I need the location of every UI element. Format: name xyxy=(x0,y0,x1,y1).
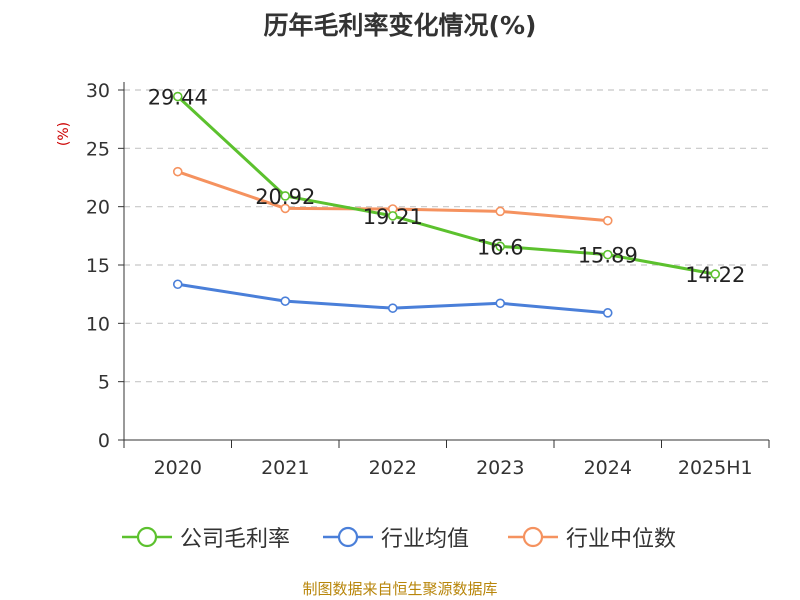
x-tick-label: 2025H1 xyxy=(678,457,753,479)
axes: 0 5 10 15 20 25 30 2020 2021 2022 2023 2024 2025H1 xyxy=(86,80,770,479)
y-tick-label: 25 xyxy=(86,138,110,160)
data-point xyxy=(495,298,506,309)
data-point xyxy=(280,296,291,306)
y-tick-label: 20 xyxy=(86,197,110,219)
legend-label: 公司毛利率 xyxy=(180,527,291,552)
data-point xyxy=(172,166,183,177)
data-point xyxy=(387,303,398,313)
data-point xyxy=(280,203,291,214)
data-label: 19.21 xyxy=(363,205,423,229)
data-point xyxy=(172,279,183,290)
data-point xyxy=(280,191,291,201)
series-line xyxy=(176,95,716,276)
data-label: 14.22 xyxy=(685,263,745,287)
legend-item[interactable]: 行业均值 xyxy=(323,520,469,554)
y-tick-label: 15 xyxy=(86,255,110,277)
data-point xyxy=(710,269,721,279)
data-point xyxy=(602,308,613,318)
legend-swatch-icon xyxy=(508,526,558,548)
data-point xyxy=(387,211,398,221)
line-chart: 0 5 10 15 20 25 30 2020 2021 2022 2023 2024 2025H1 2… xyxy=(86,80,770,479)
data-point xyxy=(172,91,183,102)
y-tick-label: 10 xyxy=(86,313,110,335)
data-label: 20.92 xyxy=(255,185,315,209)
legend-swatch-icon xyxy=(323,526,373,548)
data-label: 16.6 xyxy=(477,235,524,259)
legend: 公司毛利率 行业均值 行业中位数 xyxy=(0,520,800,554)
data-labels: 29.44 20.92 19.21 16.6 15.89 14.22 xyxy=(148,86,746,288)
x-tick-label: 2023 xyxy=(476,457,524,479)
x-tick-label: 2020 xyxy=(154,457,202,479)
legend-label: 行业均值 xyxy=(381,527,470,552)
chart-title: 历年毛利率变化情况(%) xyxy=(263,11,537,40)
data-point xyxy=(602,249,613,260)
data-point xyxy=(495,241,506,252)
legend-item[interactable]: 公司毛利率 xyxy=(122,520,290,554)
y-tick-label: 0 xyxy=(98,430,110,452)
data-point xyxy=(602,215,613,226)
grid-lines xyxy=(124,89,769,383)
data-label: 29.44 xyxy=(148,86,208,110)
y-tick-label: 30 xyxy=(86,80,110,102)
data-point xyxy=(495,206,506,217)
x-tick-label: 2021 xyxy=(261,457,309,479)
source-note: 制图数据来自恒生聚源数据库 xyxy=(302,580,498,598)
data-label: 15.89 xyxy=(578,244,638,268)
legend-label: 行业中位数 xyxy=(566,527,677,552)
series-layer xyxy=(172,91,721,318)
legend-item[interactable]: 行业中位数 xyxy=(508,520,676,554)
x-tick-label: 2024 xyxy=(584,457,632,479)
y-tick-label: 5 xyxy=(98,372,110,394)
x-tick-label: 2022 xyxy=(369,457,417,479)
legend-swatch-icon xyxy=(122,526,172,548)
